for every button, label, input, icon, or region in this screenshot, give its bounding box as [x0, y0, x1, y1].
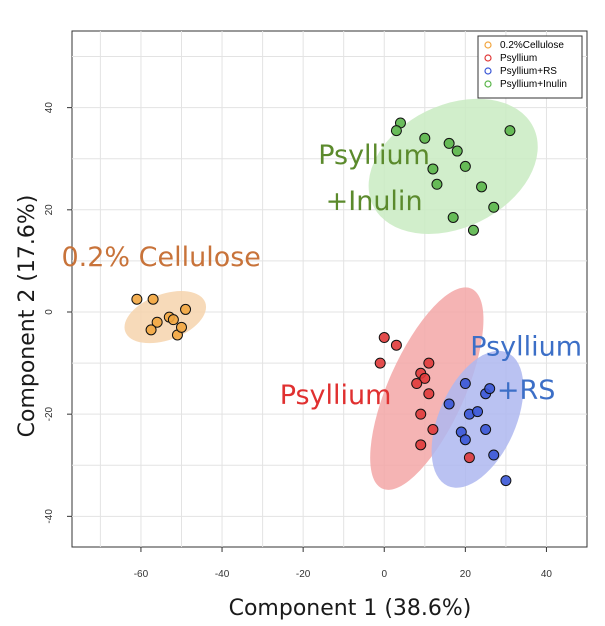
- x-tick-label: -40: [215, 569, 230, 580]
- point-psyllium: [427, 423, 439, 435]
- legend-box: [477, 35, 583, 99]
- y-tick-label: 40: [44, 102, 55, 114]
- point-psyllium: [415, 439, 427, 451]
- point-psyllium-inulin: [476, 181, 488, 193]
- legend-label-psyllium-inulin: Psyllium+Inulin: [500, 79, 567, 90]
- point-psyllium-inulin: [443, 137, 455, 149]
- point-psyllium: [415, 408, 427, 420]
- point-psyllium-inulin: [419, 132, 431, 144]
- x-tick-label: 40: [541, 569, 553, 580]
- point-psyllium-inulin: [504, 125, 516, 137]
- label-psyllium-rs: +RS: [497, 375, 556, 406]
- legend-label-psyllium: Psyllium: [500, 53, 537, 64]
- point-psyllium-rs: [480, 423, 492, 435]
- group-labels: 0.2% Cellulose Psyllium Psyllium +RS Psylliu…: [61, 140, 582, 411]
- point-psyllium: [378, 332, 390, 344]
- point-psyllium: [423, 388, 435, 400]
- point-0-2-cellulose: [131, 293, 143, 305]
- point-psyllium-rs: [484, 383, 496, 395]
- point-psyllium-rs: [500, 475, 512, 487]
- point-psyllium: [390, 339, 402, 351]
- point-psyllium-rs: [459, 434, 471, 446]
- point-psyllium-rs: [488, 449, 500, 461]
- point-0-2-cellulose: [145, 324, 157, 336]
- legend-marker: [484, 54, 492, 62]
- point-psyllium: [374, 357, 386, 369]
- y-tick-label: -40: [44, 509, 55, 524]
- legend: 0.2%Cellulose Psyllium Psyllium+RS Psyllium…: [477, 35, 583, 99]
- point-psyllium-inulin: [467, 224, 479, 236]
- label-psyllium-rs: Psyllium: [470, 331, 582, 362]
- x-axis-title: Component 1 (38.6%): [229, 596, 472, 621]
- point-psyllium-rs: [472, 406, 484, 418]
- legend-label-psyllium-rs: Psyllium+RS: [500, 66, 557, 77]
- ellipse-psyllium-rs: [431, 350, 524, 488]
- point-psyllium: [463, 452, 475, 464]
- y-tick-label: -20: [44, 407, 55, 422]
- ellipse-psyllium-inulin: [368, 98, 538, 234]
- point-0-2-cellulose: [180, 303, 192, 315]
- point-psyllium-inulin: [459, 160, 471, 172]
- axis-ticks: -60 -40 -20 0 20 40 -40 -20 0 20 40: [44, 102, 552, 580]
- point-0-2-cellulose: [147, 293, 159, 305]
- legend-marker: [484, 41, 492, 49]
- data-points: [131, 117, 516, 487]
- point-psyllium-rs: [443, 398, 455, 410]
- point-psyllium-inulin: [488, 201, 500, 213]
- legend-marker: [484, 67, 492, 75]
- point-psyllium: [423, 357, 435, 369]
- point-psyllium-inulin: [451, 145, 463, 157]
- y-tick-label: 20: [44, 204, 55, 216]
- legend-label-0-2-cellulose: 0.2%Cellulose: [500, 40, 564, 51]
- point-psyllium-inulin: [431, 178, 443, 190]
- point-psyllium-inulin: [447, 211, 459, 223]
- x-tick-label: 20: [460, 569, 472, 580]
- y-tick-label: 0: [44, 309, 55, 315]
- point-psyllium-rs: [459, 378, 471, 390]
- point-0-2-cellulose: [175, 321, 187, 333]
- point-0-2-cellulose: [167, 314, 179, 326]
- label-0-2-cellulose: 0.2% Cellulose: [61, 242, 260, 273]
- point-psyllium: [411, 378, 423, 390]
- point-0-2-cellulose: [151, 316, 163, 328]
- point-psyllium: [419, 372, 431, 384]
- point-psyllium-inulin: [390, 125, 402, 137]
- x-tick-label: 0: [381, 569, 387, 580]
- x-tick-label: -20: [296, 569, 311, 580]
- y-axis-title: Component 2 (17.6%): [15, 195, 40, 438]
- label-psyllium: Psyllium: [280, 380, 392, 411]
- point-psyllium-inulin: [427, 163, 439, 175]
- label-psyllium-inulin: +Inulin: [326, 186, 423, 217]
- x-tick-label: -60: [134, 569, 149, 580]
- legend-marker: [484, 80, 492, 88]
- label-psyllium-inulin: Psyllium: [318, 140, 430, 171]
